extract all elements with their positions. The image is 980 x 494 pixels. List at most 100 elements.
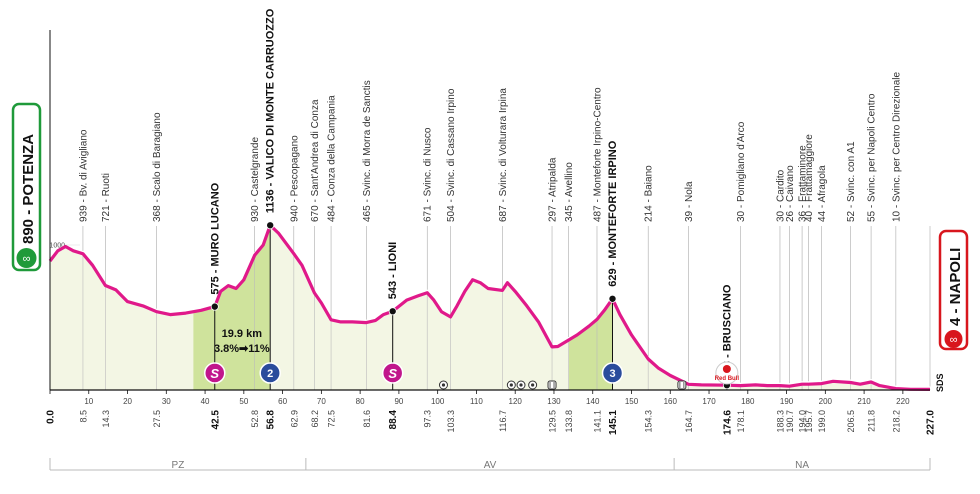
profile-line (48, 223, 931, 391)
x-tick-label: 70 (317, 397, 326, 406)
waypoint-label: 33 - BRUSCIANO (721, 284, 733, 373)
x-tick-label: 40 (201, 397, 210, 406)
waypoint-km: 227.0 (926, 410, 937, 435)
x-tick-label: 90 (394, 397, 403, 406)
climb-area-2 (568, 298, 613, 390)
finish-city-badge (938, 229, 969, 351)
waypoint-km: 211.8 (867, 410, 877, 432)
sprint-symbol: S (388, 366, 397, 381)
red-bull-sun-icon (722, 365, 731, 373)
waypoint-label: 39 - Nola (684, 181, 695, 222)
finish-city-label: 4 - NAPOLI (947, 248, 964, 326)
x-tick-label: 20 (123, 397, 132, 406)
sprint-icon (381, 362, 404, 384)
x-tick-label: 50 (239, 397, 248, 406)
waypoint-label: 44 - Afragola (817, 165, 828, 222)
waypoint-km: 194.0 (798, 410, 808, 433)
waypoint-km: 199.0 (817, 410, 827, 433)
waypoint-label: 55 - Svinc. per Napoli Centro (867, 93, 878, 222)
x-tick-label: 130 (547, 397, 561, 406)
summit-dot (266, 221, 275, 230)
waypoint-km: 178.1 (736, 410, 746, 433)
x-tick-label: 200 (819, 397, 833, 406)
level-crossing-icon (677, 380, 687, 390)
waypoint-label: 30 - Pomigliano d'Arco (736, 121, 747, 222)
waypoint-km: 14.3 (101, 410, 111, 428)
x-tick-label: 60 (278, 397, 287, 406)
waypoint-km: 164.7 (684, 410, 694, 433)
summit-dot (608, 294, 617, 303)
waypoint-label: 345 - Avellino (564, 162, 575, 222)
waypoint-label: 465 - Svinc. di Morra de Sanctis (362, 80, 373, 222)
x-tick-label: 190 (780, 397, 794, 406)
waypoint-label: 52 - Svinc. con A1 (846, 141, 857, 222)
waypoint-label: 487 - Monteforte Irpino-Centro (592, 87, 603, 222)
waypoint-km: 188.3 (775, 410, 785, 433)
tunnel-icon-core (531, 383, 535, 387)
waypoint-km: 195.7 (804, 410, 814, 433)
waypoint-km: 103.3 (446, 410, 456, 433)
waypoint-km: 56.8 (266, 410, 277, 430)
waypoint-label: 297 - Atripalda (548, 157, 559, 222)
province-bar: PZ AV NA (49, 458, 931, 471)
waypoint-km-labels: 0.0 8.5 14.3 27.5 42.5 52.8 56.8 62.9 68.2 72.5 81… (46, 410, 937, 435)
tunnel-icon-core (519, 383, 523, 387)
province-label: PZ (172, 460, 185, 471)
waypoint-km: 52.8 (250, 410, 260, 428)
waypoint-label: 30 - Cardito (775, 169, 786, 222)
waypoint-label: 484 - Conza della Campania (327, 95, 338, 222)
waypoint-label: 670 - Sant'Andrea di Conza (310, 99, 321, 222)
start-city-badge (11, 102, 42, 272)
start-bike-glyph: ∞ (23, 253, 31, 265)
x-tick-label: 100 (431, 397, 445, 406)
x-tick-label: 170 (702, 397, 716, 406)
waypoint-km: 27.5 (152, 410, 162, 428)
waypoint-km: 68.2 (310, 410, 320, 428)
gpm-category: 2 (267, 368, 273, 380)
province-label: NA (795, 460, 809, 471)
altitude-tick-label: 1000 (49, 243, 65, 250)
waypoint-km: 154.3 (644, 410, 654, 433)
waypoint-km: 218.2 (891, 410, 901, 433)
sprint-icon (204, 362, 226, 384)
x-tick-label: 220 (896, 397, 910, 406)
x-tick-label: 180 (741, 397, 755, 406)
waypoint-label: 543 - LIONI (387, 242, 399, 299)
waypoint-label: 214 - Baiano (644, 165, 655, 222)
waypoint-label: 26 - Caivano (785, 165, 796, 222)
finish-bike-icon (944, 330, 963, 348)
climb-length: 19.9 km (222, 328, 263, 340)
waypoint-km: 8.5 (78, 410, 88, 423)
x-tick-label: 110 (470, 397, 483, 406)
summit-dot (388, 307, 397, 316)
profile-area-fill (50, 225, 930, 390)
waypoint-label: 671 - Svinc. di Nusco (423, 127, 434, 222)
waypoint-km: 116.7 (498, 410, 508, 432)
x-tick-label: 140 (586, 397, 600, 406)
summit-dot (210, 302, 219, 311)
climb-gradient: 3.8%➡11% (214, 343, 270, 355)
waypoint-km: 141.1 (592, 410, 602, 433)
finish-tag: SDS (935, 373, 945, 392)
waypoint-label: 687 - Svinc. di Volturara Irpina (498, 88, 509, 222)
waypoint-km: 174.6 (722, 410, 733, 435)
waypoint-label: 940 - Pescopagano (289, 135, 300, 222)
waypoint-label: 504 - Svinc. di Cassano Irpino (446, 88, 457, 222)
red-bull-text: Red Bull (715, 376, 740, 382)
level-crossing-icon (547, 380, 557, 390)
profile-area (50, 225, 930, 390)
gpm-icon (259, 362, 281, 384)
route-markers: S S 2 19.9 km 3.8%➡11% 3 Red Bull SDS (204, 328, 945, 392)
waypoint-label: 939 - Bv. di Avigliano (78, 129, 89, 222)
start-city-label: 890 - POTENZA (20, 134, 37, 244)
x-tick-label: 120 (509, 397, 523, 406)
gpm-icon (601, 362, 624, 384)
x-tick-label: 210 (857, 397, 871, 406)
waypoint-km: 97.3 (423, 410, 433, 428)
waypoint-km: 88.4 (388, 410, 399, 430)
x-axis: 10 20 30 40 50 60 70 80 90 100 110 120 130 140 150 160 1… (49, 30, 930, 406)
waypoint-km: 190.7 (785, 410, 795, 433)
waypoint-label: 368 - Scalo di Baragiano (152, 112, 163, 222)
